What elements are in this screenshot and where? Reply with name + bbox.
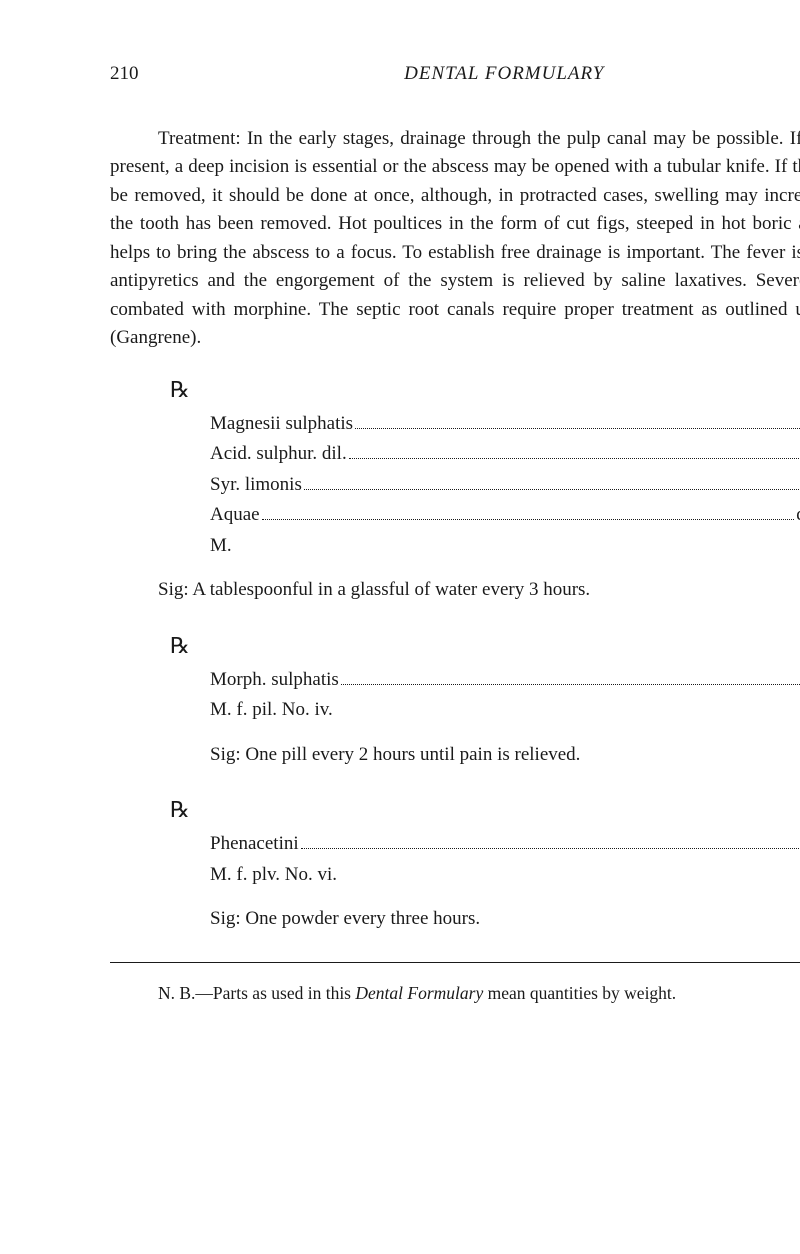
footnote-italic: Dental Formulary bbox=[355, 983, 483, 1003]
footnote-suffix: mean quantities by weight. bbox=[483, 983, 676, 1003]
prescription-block-2: ℞ Morph. sulphatis gr. j M. f. pil. No. … bbox=[210, 629, 800, 770]
leader-dots bbox=[301, 835, 800, 849]
leader-dots bbox=[341, 670, 800, 684]
page-number: 210 bbox=[110, 60, 139, 89]
rx-line: Magnesii sulphatis ℥j bbox=[210, 410, 800, 439]
rx-ingredient: Phenacetini bbox=[210, 830, 299, 859]
rx-ingredient: Syr. limonis bbox=[210, 471, 302, 500]
rx-ingredient: Aquae bbox=[210, 501, 260, 530]
footnote-rule bbox=[110, 962, 800, 963]
rx-extra: M. f. plv. No. vi. bbox=[210, 861, 800, 890]
page-header: 210 DENTAL FORMULARY bbox=[110, 60, 800, 89]
leader-dots bbox=[355, 414, 800, 428]
rx-line: Phenacetini ʒ ss. bbox=[210, 830, 800, 859]
running-title: DENTAL FORMULARY bbox=[139, 60, 800, 89]
footnote: N. B.—Parts as used in this Dental Formu… bbox=[110, 980, 800, 1006]
footnote-prefix: N. B.—Parts as used in this bbox=[158, 983, 355, 1003]
sig-line-3: Sig: One powder every three hours. bbox=[210, 905, 800, 934]
rx-line: Syr. limonis fl ℥j bbox=[210, 471, 800, 500]
leader-dots bbox=[304, 475, 800, 489]
rx-ingredient: Morph. sulphatis bbox=[210, 666, 339, 695]
rx-line: Morph. sulphatis gr. j bbox=[210, 666, 800, 695]
rx-symbol: ℞ bbox=[170, 629, 800, 662]
prescription-block-3: ℞ Phenacetini ʒ ss. M. f. plv. No. vi. S… bbox=[210, 793, 800, 934]
rx-line: Acid. sulphur. dil. gtt. xx bbox=[210, 440, 800, 469]
sig-line-1: Sig: A tablespoonful in a glassful of wa… bbox=[110, 576, 800, 605]
leader-dots bbox=[262, 506, 795, 520]
prescription-block-1: ℞ Magnesii sulphatis ℥j Acid. sulphur. d… bbox=[210, 373, 800, 561]
leader-dots bbox=[349, 445, 800, 459]
rx-m: M. bbox=[210, 532, 800, 561]
rx-ingredient: Magnesii sulphatis bbox=[210, 410, 353, 439]
rx-amount: q. s. ad fl. ℥ iv. bbox=[796, 501, 800, 530]
rx-line: Aquae q. s. ad fl. ℥ iv. bbox=[210, 501, 800, 530]
rx-extra: M. f. pil. No. iv. bbox=[210, 696, 800, 725]
treatment-paragraph: Treatment: In the early stages, drainage… bbox=[110, 125, 800, 353]
rx-symbol: ℞ bbox=[170, 793, 800, 826]
rx-symbol: ℞ bbox=[170, 373, 800, 406]
sig-line-2: Sig: One pill every 2 hours until pain i… bbox=[210, 741, 800, 770]
rx-ingredient: Acid. sulphur. dil. bbox=[210, 440, 347, 469]
